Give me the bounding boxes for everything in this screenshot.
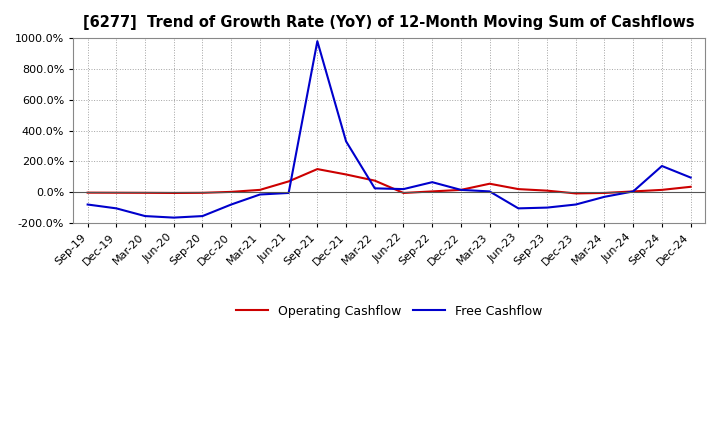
Line: Free Cashflow: Free Cashflow	[88, 41, 690, 218]
Operating Cashflow	[572, 191, 580, 196]
Free Cashflow	[256, 192, 264, 197]
Free Cashflow	[572, 202, 580, 207]
Operating Cashflow	[629, 189, 637, 194]
Free Cashflow	[227, 202, 235, 207]
Free Cashflow	[399, 187, 408, 192]
Operating Cashflow	[169, 191, 178, 196]
Operating Cashflow	[227, 189, 235, 194]
Operating Cashflow	[198, 190, 207, 195]
Free Cashflow	[342, 139, 351, 144]
Operating Cashflow	[485, 181, 494, 187]
Free Cashflow	[169, 215, 178, 220]
Free Cashflow	[657, 163, 666, 169]
Free Cashflow	[371, 186, 379, 191]
Operating Cashflow	[514, 187, 523, 192]
Free Cashflow	[84, 202, 92, 207]
Operating Cashflow	[428, 189, 436, 194]
Free Cashflow	[313, 39, 322, 44]
Free Cashflow	[543, 205, 552, 210]
Operating Cashflow	[256, 187, 264, 193]
Operating Cashflow	[342, 172, 351, 177]
Free Cashflow	[629, 189, 637, 194]
Operating Cashflow	[140, 190, 149, 195]
Free Cashflow	[514, 206, 523, 211]
Free Cashflow	[456, 187, 465, 193]
Free Cashflow	[600, 194, 609, 199]
Operating Cashflow	[313, 166, 322, 172]
Free Cashflow	[485, 189, 494, 194]
Operating Cashflow	[284, 179, 293, 184]
Free Cashflow	[112, 206, 121, 211]
Operating Cashflow	[399, 191, 408, 196]
Operating Cashflow	[456, 187, 465, 193]
Free Cashflow	[284, 191, 293, 196]
Operating Cashflow	[371, 178, 379, 183]
Free Cashflow	[198, 213, 207, 219]
Line: Operating Cashflow: Operating Cashflow	[88, 169, 690, 194]
Operating Cashflow	[112, 190, 121, 195]
Operating Cashflow	[657, 187, 666, 193]
Free Cashflow	[686, 175, 695, 180]
Operating Cashflow	[686, 184, 695, 190]
Free Cashflow	[140, 213, 149, 219]
Free Cashflow	[428, 180, 436, 185]
Legend: Operating Cashflow, Free Cashflow: Operating Cashflow, Free Cashflow	[231, 300, 547, 323]
Title: [6277]  Trend of Growth Rate (YoY) of 12-Month Moving Sum of Cashflows: [6277] Trend of Growth Rate (YoY) of 12-…	[84, 15, 695, 30]
Operating Cashflow	[84, 190, 92, 195]
Operating Cashflow	[600, 191, 609, 196]
Operating Cashflow	[543, 188, 552, 193]
